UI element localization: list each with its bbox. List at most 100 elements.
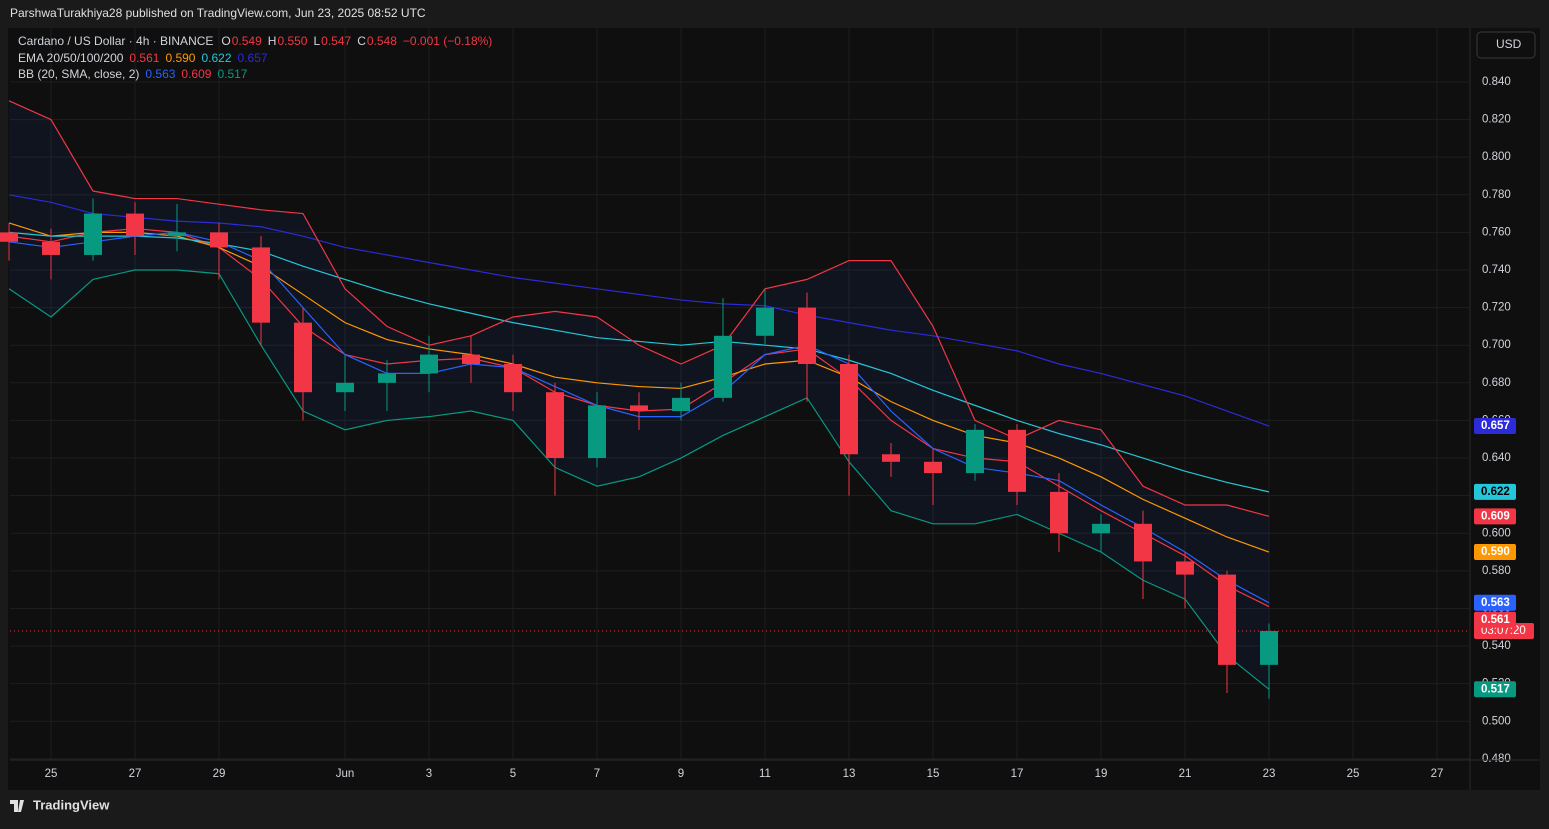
x-tick-label: 5 [510, 768, 516, 780]
legend: Cardano / US Dollar · 4h · BINANCE O0.549… [18, 34, 492, 81]
candle-body [462, 354, 480, 365]
candle-body [336, 382, 354, 393]
bb-legend: BB (20, SMA, close, 2) 0.563 0.609 0.517 [18, 67, 248, 81]
x-tick-label: 17 [1011, 768, 1024, 780]
y-tick-label: 0.600 [1482, 527, 1511, 539]
y-tick-label: 0.740 [1482, 264, 1511, 276]
candle-body [1218, 574, 1236, 665]
x-tick-label: 27 [129, 768, 142, 780]
value-tag [1474, 681, 1516, 698]
candle-body [966, 429, 984, 474]
x-tick-label: 21 [1179, 768, 1192, 780]
value-tag [1474, 483, 1516, 500]
y-tick-label: 0.540 [1482, 640, 1511, 652]
logo-icon [10, 800, 24, 812]
candle-body [1134, 523, 1152, 562]
value-tag-label: 0.609 [1481, 510, 1510, 522]
y-tick-label: 0.760 [1482, 226, 1511, 238]
y-tick-label: 0.840 [1482, 76, 1511, 88]
y-tick-label: 0.820 [1482, 114, 1511, 126]
ohlc-value: 0.547 [321, 34, 351, 48]
candle-body [1176, 561, 1194, 575]
ohlc-value: 0.549 [232, 34, 262, 48]
value-tag-label: 0.590 [1481, 546, 1510, 558]
candle-body [546, 392, 564, 459]
bb-value: 0.517 [217, 67, 247, 81]
x-tick-label: 15 [927, 768, 940, 780]
value-tag [1474, 508, 1516, 525]
y-tick-label: 0.640 [1482, 452, 1511, 464]
x-tick-label: Jun [336, 768, 355, 780]
currency[interactable]: USD [1496, 37, 1522, 51]
value-tag-label: 0.657 [1481, 420, 1510, 432]
candle-body [588, 405, 606, 459]
ema-value: 0.622 [201, 51, 231, 65]
y-tick-label: 0.580 [1482, 565, 1511, 577]
x-tick-label: 7 [594, 768, 600, 780]
value-tag [1474, 611, 1516, 628]
y-tick-label: 0.480 [1482, 753, 1511, 765]
candle-body [630, 405, 648, 412]
candle-body [84, 213, 102, 255]
value-tag [1474, 544, 1516, 561]
y-tick-label: 0.700 [1482, 339, 1511, 351]
chart-panel [8, 28, 1540, 790]
symbol: Cardano / US Dollar · 4h · BINANCE [18, 34, 213, 48]
candle-body [126, 213, 144, 237]
candle-body [1050, 491, 1068, 534]
x-tick-label: 3 [426, 768, 432, 780]
x-tick-label: 11 [759, 768, 771, 780]
value-tag [1474, 594, 1516, 611]
candle-body [882, 454, 900, 462]
x-tick-label: 25 [45, 768, 58, 780]
indicator-line [8, 100, 1270, 517]
y-tick-label: 0.800 [1482, 151, 1511, 163]
plot: 0.4800.5000.5200.5400.5600.5800.6000.620… [0, 28, 1540, 790]
candle-body [0, 232, 18, 242]
value-tag-label: 0.622 [1481, 486, 1510, 498]
bb-value: 0.563 [145, 67, 175, 81]
candle-body [504, 364, 522, 393]
value-tag-label: 0.563 [1481, 597, 1510, 609]
logo-text: TradingView [33, 797, 110, 812]
value-tag-label: 0.517 [1481, 683, 1510, 695]
ohlc-key: L [313, 34, 320, 48]
y-tick-label: 0.720 [1482, 302, 1511, 314]
x-tick-label: 27 [1431, 768, 1444, 780]
ohlc-key: O [221, 34, 230, 48]
candle-body [420, 354, 438, 374]
ohlc-value: 0.550 [277, 34, 307, 48]
ema-value: 0.590 [165, 51, 195, 65]
ohlc-value: 0.548 [367, 34, 397, 48]
candle-body [1008, 429, 1026, 492]
ema-value: 0.561 [129, 51, 159, 65]
candle-body [672, 397, 690, 412]
bb-label: BB (20, SMA, close, 2) [18, 67, 139, 81]
candle-body [378, 373, 396, 383]
x-tick-label: 9 [678, 768, 684, 780]
candle-body [1260, 631, 1278, 665]
candle-body [798, 307, 816, 365]
candle-body [210, 232, 228, 248]
candle-body [168, 232, 186, 237]
candle-body [252, 247, 270, 323]
candle-body [714, 335, 732, 398]
currency-button[interactable] [1476, 31, 1536, 59]
candle-body [42, 241, 60, 255]
x-tick-label: 25 [1347, 768, 1360, 780]
y-tick-label: 0.500 [1482, 715, 1511, 727]
candle-body [840, 364, 858, 455]
countdown: 03:07:20 [1481, 625, 1526, 637]
y-tick-label: 0.780 [1482, 189, 1511, 201]
ema-label: EMA 20/50/100/200 [18, 51, 124, 65]
candle-body [924, 461, 942, 474]
ohlc-key: H [268, 34, 277, 48]
change: −0.001 (−0.18%) [403, 34, 492, 48]
y-tick-label: 0.680 [1482, 377, 1511, 389]
bb-value: 0.609 [181, 67, 211, 81]
x-tick-label: 23 [1263, 768, 1276, 780]
ohlc-key: C [357, 34, 366, 48]
ema-legend: EMA 20/50/100/200 0.561 0.590 0.622 0.657 [18, 51, 268, 65]
